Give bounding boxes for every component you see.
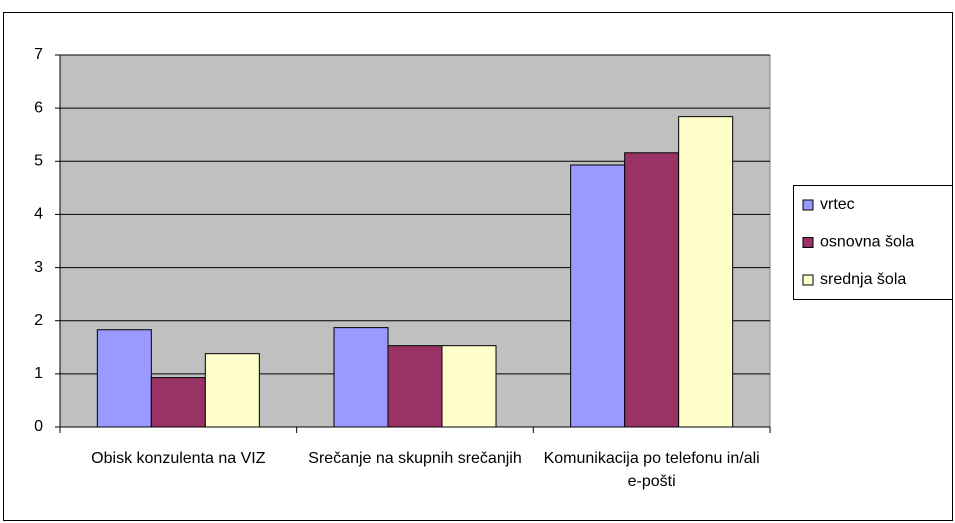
legend-swatch [802,274,814,286]
bar [441,345,497,428]
bar [678,116,734,428]
y-tick-label: 1 [34,365,43,382]
y-tick-label: 6 [34,99,43,116]
bar [333,327,389,428]
bar [96,329,152,428]
legend-swatch [802,199,814,211]
x-tick-label: Srečanje na skupnih srečanjih [308,450,522,467]
y-tick-label: 0 [34,418,43,435]
legend-swatch [802,237,814,248]
bar [204,353,260,428]
legend-label: srednja šola [820,271,906,288]
legend-label: vrtec [820,196,855,213]
bar [387,345,443,428]
y-tick-label: 5 [34,153,43,170]
y-tick-label: 7 [34,46,43,63]
x-tick-label: Komunikacija po telefonu in/ali e-pošti [543,450,760,490]
x-tick-label: Obisk konzulenta na VIZ [91,450,266,467]
bar [570,164,626,428]
y-tick-label: 2 [34,312,43,329]
bar [150,377,206,428]
y-tick-label: 3 [34,259,43,276]
y-tick-label: 4 [34,206,43,223]
legend-box [793,185,953,300]
legend-label: osnovna šola [820,234,914,251]
bar [624,152,680,428]
